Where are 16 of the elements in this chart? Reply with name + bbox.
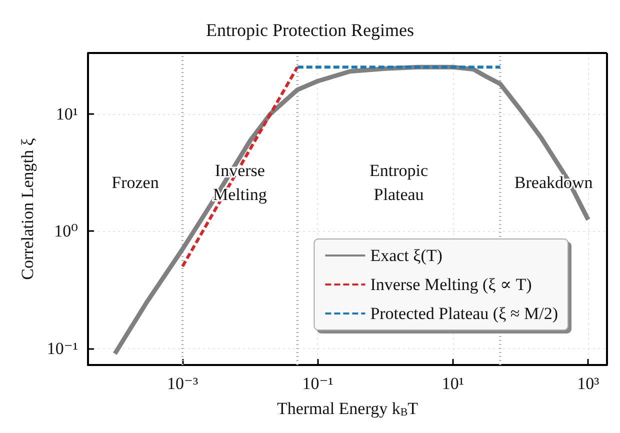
x-tick-label: 10¹ [442, 374, 464, 393]
x-tick-label: 10⁻¹ [302, 374, 334, 393]
legend-label: Inverse Melting (ξ ∝ T) [370, 275, 532, 294]
y-tick-label: 10¹ [56, 104, 78, 124]
annotation: Frozen [112, 172, 160, 192]
chart-title: Entropic Protection Regimes [206, 20, 414, 40]
annotation: Inverse Melting [213, 160, 268, 204]
x-tick-label: 10⁻³ [166, 374, 198, 393]
annotation: Entropic Plateau [370, 160, 429, 204]
y-axis-title: Correlation Length ξ [18, 138, 38, 280]
legend-label: Exact ξ(T) [370, 246, 442, 265]
y-tick-label: 10⁰ [54, 222, 78, 241]
y-tick-label: 10⁻¹ [46, 338, 78, 358]
legend-label: Protected Plateau (ξ ≈ M/2) [370, 304, 558, 323]
annotation: Breakdown [514, 172, 594, 192]
x-tick-label: 10³ [577, 374, 600, 393]
